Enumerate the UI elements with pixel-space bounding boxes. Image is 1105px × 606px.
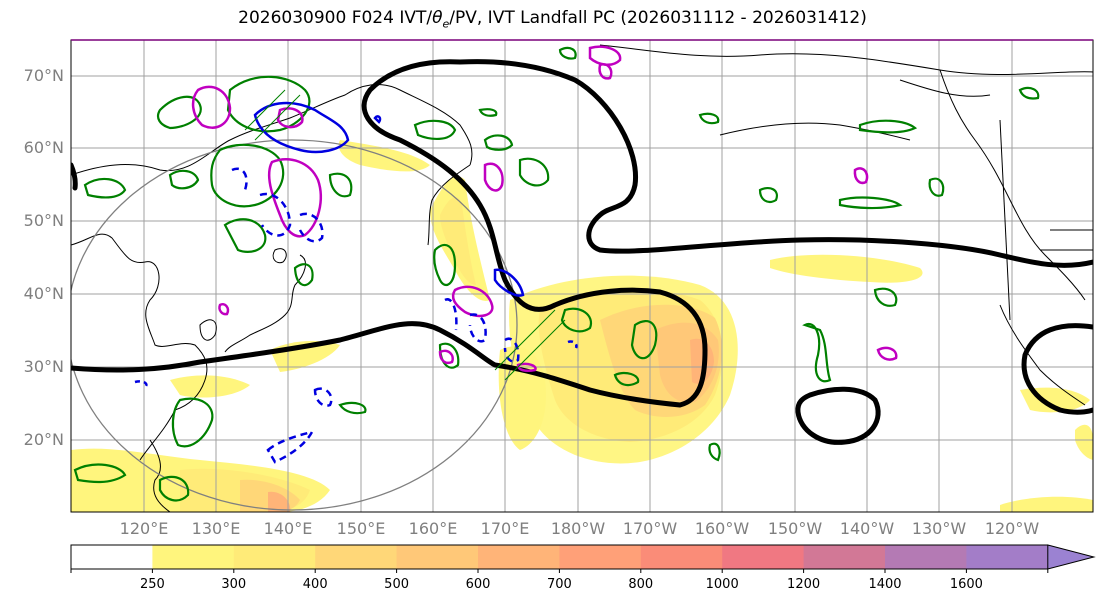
lon-label: 140°W — [839, 519, 895, 538]
colorbar-tick-label: 800 — [628, 577, 654, 592]
colorbar-segment — [559, 545, 642, 569]
colorbar-extend-arrow — [1047, 544, 1096, 570]
colorbar-segment — [152, 545, 235, 569]
lon-label: 140°E — [263, 519, 313, 538]
colorbar-segment — [885, 545, 967, 569]
colorbar-segment — [396, 545, 479, 569]
map-title: 2026030900 F024 IVT/θe/PV, IVT Landfall … — [238, 8, 867, 31]
colorbar-tick-label: 1000 — [705, 577, 739, 592]
colorbar-tick-label: 400 — [302, 577, 328, 592]
colorbar-tick-label: 1200 — [787, 577, 821, 592]
lon-label: 120°E — [119, 519, 169, 538]
colorbar-segment — [722, 545, 805, 569]
lon-label: 160°E — [408, 519, 458, 538]
lon-label: 160°W — [694, 519, 750, 538]
colorbar-tick-label: 250 — [139, 577, 165, 592]
colorbar — [70, 544, 1096, 573]
lon-label: 130°E — [191, 519, 241, 538]
lon-label: 150°W — [767, 519, 823, 538]
pv-negative-contours — [134, 101, 578, 464]
colorbar-segment — [640, 545, 723, 569]
colorbar-segment — [71, 545, 153, 569]
colorbar-segment — [803, 545, 886, 569]
lon-label: 170°W — [622, 519, 678, 538]
colorbar-tick-label: 500 — [384, 577, 410, 592]
lon-label: 130°W — [911, 519, 967, 538]
lat-label: 50°N — [23, 211, 64, 230]
lon-label: 180°W — [550, 519, 606, 538]
lat-label: 60°N — [23, 138, 64, 157]
lon-label: 150°E — [336, 519, 386, 538]
theta-e-contours — [73, 46, 1040, 502]
lat-label: 20°N — [23, 430, 64, 449]
colorbar-segment — [233, 545, 316, 569]
colorbar-tick-label: 1600 — [949, 577, 983, 592]
range-circle — [71, 139, 518, 511]
lat-label: 70°N — [23, 66, 64, 85]
lon-label: 120°W — [984, 519, 1040, 538]
colorbar-tick-label: 1400 — [868, 577, 902, 592]
colorbar-tick-label: 300 — [221, 577, 247, 592]
lat-label: 40°N — [23, 284, 64, 303]
colorbar-tick-label: 600 — [465, 577, 491, 592]
lat-label: 30°N — [23, 357, 64, 376]
pv-positive-contours — [191, 45, 898, 373]
pc-contours — [71, 59, 1093, 445]
colorbar-segment — [966, 545, 1049, 569]
hatch-region — [244, 89, 566, 381]
colorbar-segment — [315, 545, 398, 569]
lon-label: 170°E — [480, 519, 530, 538]
colorbar-segment — [478, 545, 560, 569]
colorbar-tick-label: 700 — [546, 577, 572, 592]
